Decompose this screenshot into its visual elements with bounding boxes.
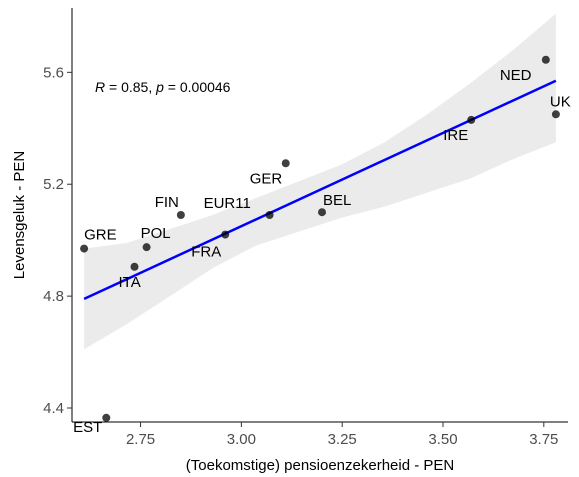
confidence-band-layer (84, 13, 556, 350)
data-points-layer (80, 55, 560, 422)
data-point-est (102, 413, 111, 422)
data-point-pol (142, 243, 151, 252)
point-label-gre: GRE (84, 227, 117, 244)
p-symbol: p (155, 79, 164, 95)
data-point-bel (318, 208, 327, 217)
confidence-band (84, 13, 556, 350)
x-tick-label: 3.50 (428, 431, 457, 448)
x-tick-label: 3.75 (529, 431, 558, 448)
data-point-gre (80, 244, 89, 253)
x-tick-label: 2.75 (126, 431, 155, 448)
y-tick-label: 5.6 (43, 64, 64, 81)
point-label-bel: BEL (323, 192, 351, 209)
point-label-pol: POL (141, 225, 171, 242)
y-tick-label: 5.2 (43, 176, 64, 193)
point-label-ned: NED (500, 67, 532, 84)
data-point-uk (551, 110, 560, 119)
point-label-ire: IRE (443, 127, 468, 144)
point-label-fra: FRA (191, 244, 221, 261)
y-tick-label: 4.8 (43, 288, 64, 305)
data-point-ita (130, 262, 139, 271)
data-point-fin (176, 211, 185, 219)
correlation-annotation: R = 0.85, p = 0.00046 (95, 79, 231, 95)
x-tick-label: 3.00 (227, 431, 256, 448)
point-labels-layer: GRE EST ITA POL FIN FRA EUR11 GER BEL IRE NED UK (73, 67, 571, 436)
r-value: = 0.85, (105, 79, 156, 95)
point-label-ita: ITA (119, 274, 141, 291)
p-value: = 0.00046 (164, 79, 231, 95)
data-point-fra (221, 230, 230, 239)
point-label-uk: UK (550, 93, 571, 110)
y-axis-title: Levensgeluk - PEN (11, 151, 28, 279)
point-label-fin: FIN (155, 194, 179, 211)
y-axis-ticks: 4.4 4.8 5.2 5.6 (43, 64, 72, 417)
x-axis-title: (Toekomstige) pensioenzekerheid - PEN (186, 457, 454, 474)
point-label-est: EST (73, 419, 102, 436)
point-label-eur11: EUR11 (204, 195, 251, 212)
r-symbol: R (95, 79, 105, 95)
y-tick-label: 4.4 (43, 400, 64, 417)
x-axis-ticks: 2.75 3.00 3.25 3.50 3.75 (126, 422, 558, 448)
data-point-ire (467, 115, 476, 124)
regression-line (83, 79, 557, 301)
point-label-ger: GER (250, 170, 283, 187)
data-point-ned (541, 55, 550, 64)
regression-line-layer (83, 79, 557, 301)
x-tick-label: 3.25 (328, 431, 357, 448)
data-point-eur11 (265, 211, 274, 219)
data-point-ger (281, 159, 290, 168)
